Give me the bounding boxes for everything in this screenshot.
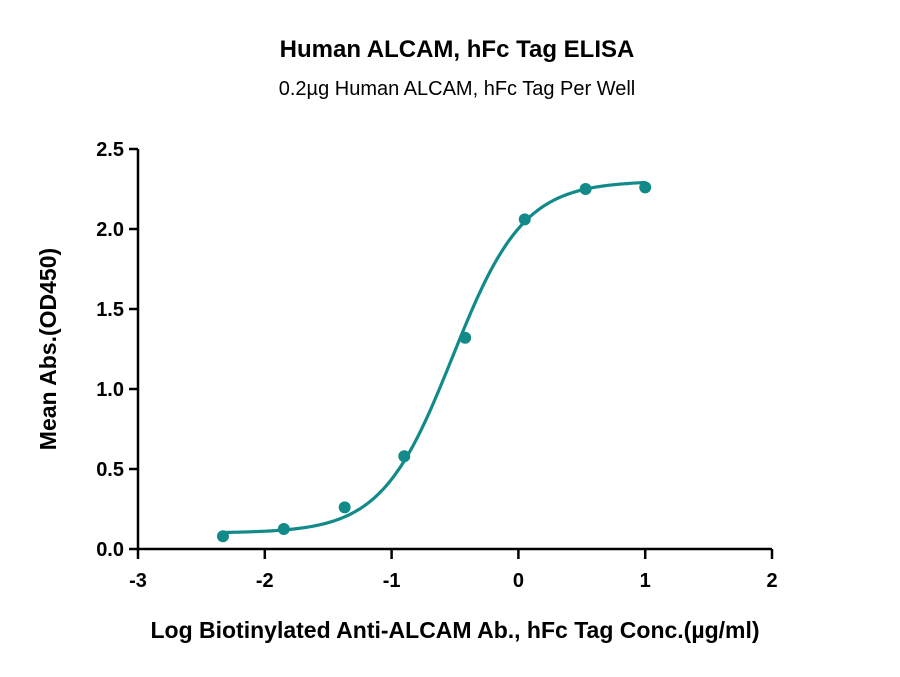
x-axis-label: Log Biotinylated Anti-ALCAM Ab., hFc Tag… (150, 617, 759, 643)
y-axis-label: Mean Abs.(OD450) (35, 248, 61, 450)
fit-curve (221, 180, 647, 535)
data-point (216, 530, 229, 543)
data-point (459, 331, 472, 344)
data-point (579, 183, 592, 195)
x-tick-label: 0 (513, 570, 524, 592)
data-point (338, 501, 351, 514)
data-point (639, 181, 652, 194)
y-tick-label: 0.5 (96, 459, 124, 481)
x-tick-label: -2 (256, 570, 274, 592)
x-axis: -3 -2 -1 0 1 2 (129, 547, 778, 592)
y-tick-label: 2.5 (96, 139, 124, 161)
x-tick-label: 2 (766, 570, 777, 592)
y-tick-label: 2.0 (96, 219, 124, 241)
data-points-layer (216, 181, 652, 543)
x-tick-label: 1 (640, 570, 651, 592)
data-point (518, 213, 531, 226)
data-point (398, 450, 411, 463)
x-tick-label: -1 (383, 570, 401, 592)
chart-title: Human ALCAM, hFc Tag ELISA (280, 36, 635, 63)
y-tick-label: 1.5 (96, 299, 124, 321)
y-tick-label: 0.0 (96, 539, 124, 561)
y-tick-label: 1.0 (96, 379, 124, 401)
fit-curve-layer (221, 180, 647, 535)
chart-subtitle: 0.2µg Human ALCAM, hFc Tag Per Well (279, 78, 636, 100)
data-point (277, 523, 290, 535)
y-axis: 0.0 0.5 1.0 1.5 2.0 2.5 (96, 139, 140, 561)
x-tick-label: -3 (129, 570, 147, 592)
